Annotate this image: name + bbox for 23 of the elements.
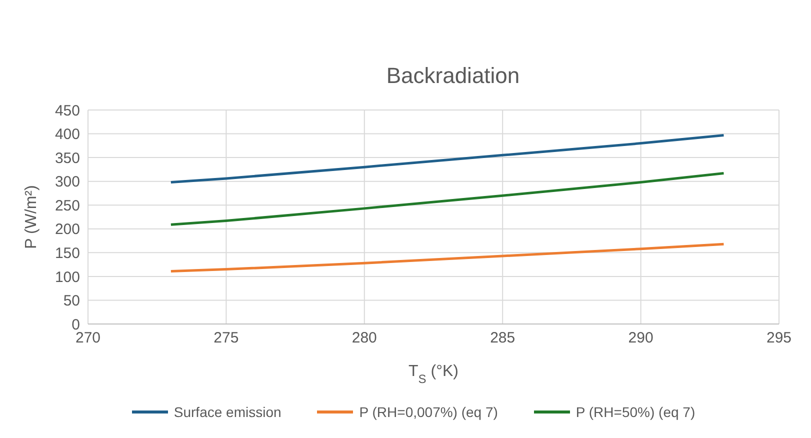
y-tick-label: 450: [54, 102, 80, 120]
x-tick-label: 280: [352, 330, 377, 347]
x-axis-title: T$_{S}$ (°K): [408, 363, 458, 386]
line-series: [170, 242, 725, 272]
chart-title: Backradiation: [386, 63, 520, 88]
y-tick-label: 200: [54, 221, 80, 238]
x-tick-label: 295: [766, 330, 792, 347]
line-series: [170, 134, 725, 184]
legend-label: P (RH=50%) (eq 7): [574, 404, 696, 420]
y-tick-label: 350: [54, 150, 80, 167]
x-tick-label: 290: [628, 330, 654, 347]
y-tick-label: 250: [54, 197, 80, 214]
y-axis-title: P (W/m²): [23, 185, 40, 249]
y-tick-label: 300: [54, 174, 80, 191]
y-tick-label: 150: [54, 244, 80, 262]
x-tick-label: 275: [214, 330, 239, 347]
line-series: [170, 172, 725, 226]
x-tick-label: 285: [490, 330, 516, 347]
y-tick-label: 100: [54, 268, 80, 286]
y-tick-label: 400: [54, 126, 80, 144]
legend-label: P (RH=0,007%) (eq 7): [358, 404, 498, 420]
legend-label: Surface emission: [172, 404, 282, 420]
y-tick-label: 50: [63, 292, 80, 310]
